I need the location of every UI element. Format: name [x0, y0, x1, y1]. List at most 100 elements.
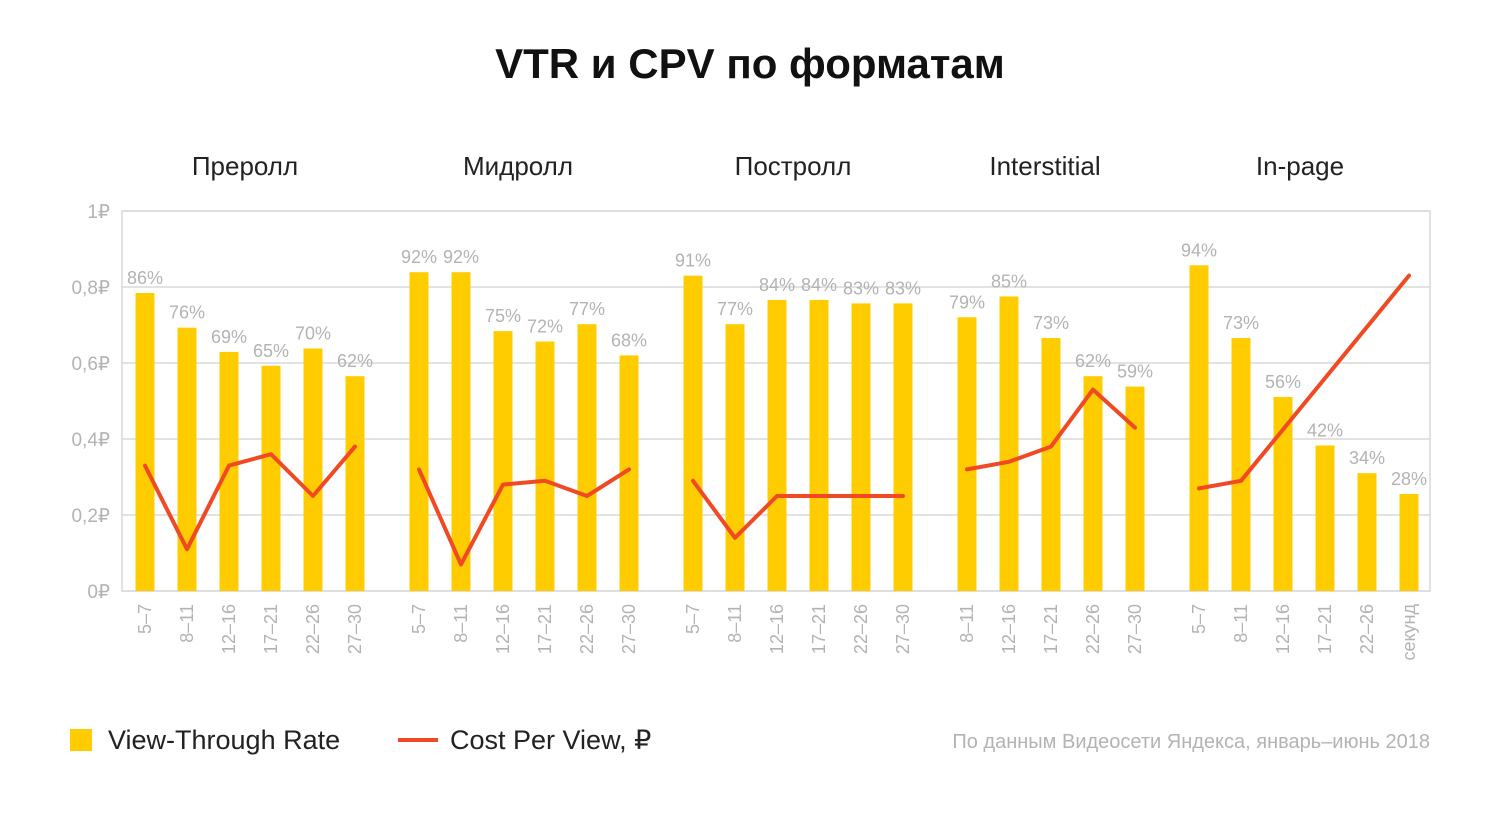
vtr-value-label: 68%: [611, 330, 647, 350]
vtr-bar: [809, 299, 829, 591]
x-category-label: 8–11: [177, 604, 197, 643]
x-category-label: 22–26: [1083, 604, 1103, 654]
vtr-bar: [451, 272, 471, 591]
x-category-label: 22–26: [851, 604, 871, 654]
vtr-bar: [893, 303, 913, 591]
vtr-value-label: 85%: [991, 271, 1027, 291]
x-category-label: 8–11: [957, 604, 977, 643]
vtr-value-label: 92%: [401, 247, 437, 267]
vtr-value-label: 76%: [169, 303, 205, 323]
x-category-label: 27–30: [619, 604, 639, 654]
x-category-label: 8–11: [451, 604, 471, 643]
vtr-value-label: 73%: [1223, 313, 1259, 333]
x-category-label: 22–26: [1357, 604, 1377, 654]
vtr-bar: [1357, 473, 1377, 591]
vtr-bar: [619, 355, 639, 591]
vtr-value-label: 62%: [1075, 351, 1111, 371]
cpv-line: [417, 467, 631, 567]
source-note: По данным Видеосети Яндекса, январь–июнь…: [952, 731, 1430, 753]
vtr-value-label: 75%: [485, 306, 521, 326]
vtr-value-label: 70%: [295, 323, 331, 343]
x-category-label: 17–21: [1315, 604, 1335, 654]
x-category-label: 12–16: [767, 604, 787, 654]
vtr-value-label: 62%: [337, 351, 373, 371]
vtr-bar: [177, 327, 197, 591]
vtr-value-label: 28%: [1391, 469, 1427, 489]
vtr-bar: [1315, 445, 1335, 591]
legend-vtr-label: View-Through Rate: [108, 724, 341, 755]
cpv-line: [965, 387, 1137, 472]
vtr-value-label: 42%: [1307, 420, 1343, 440]
x-category-label: 12–16: [1273, 604, 1293, 654]
cpv-line: [1197, 273, 1411, 491]
vtr-value-label: 83%: [885, 278, 921, 298]
vtr-bar: [535, 341, 555, 591]
group-title: Преролл: [192, 151, 298, 181]
vtr-bar: [493, 331, 513, 591]
vtr-value-label: 92%: [443, 247, 479, 267]
legend-cpv: Cost Per View, ₽: [398, 722, 651, 758]
vtr-value-label: 77%: [569, 299, 605, 319]
group-title: In-page: [1256, 151, 1344, 181]
x-category-label: 22–26: [577, 604, 597, 654]
vtr-value-label: 56%: [1265, 372, 1301, 392]
x-category-label: 17–21: [261, 604, 281, 654]
vtr-bar: [1083, 376, 1103, 591]
vtr-value-label: 73%: [1033, 313, 1069, 333]
x-category-label: 5–7: [135, 604, 155, 634]
legend-vtr-swatch: [70, 729, 92, 751]
y-tick-label: 0,4₽: [71, 430, 110, 451]
vtr-bar: [1399, 493, 1419, 591]
x-category-label: 5–7: [409, 604, 429, 634]
legend-cpv-label: Cost Per View, ₽: [450, 724, 652, 755]
x-category-label: 17–21: [809, 604, 829, 654]
legend-vtr: View-Through Rate: [70, 722, 340, 758]
x-category-label: 8–11: [725, 604, 745, 643]
vtr-bar: [957, 317, 977, 591]
vtr-bar: [303, 348, 323, 591]
vtr-value-label: 86%: [127, 268, 163, 288]
vtr-bar: [261, 365, 281, 591]
vtr-bar: [1189, 265, 1209, 591]
vtr-bar: [345, 376, 365, 591]
vtr-value-label: 83%: [843, 278, 879, 298]
vtr-bar: [999, 296, 1019, 591]
x-category-label: 27–30: [1125, 604, 1145, 654]
vtr-value-label: 79%: [949, 292, 985, 312]
vtr-bar: [219, 351, 239, 591]
y-tick-label: 0,2₽: [71, 506, 110, 527]
cpv-line: [691, 478, 905, 540]
vtr-bar: [683, 275, 703, 591]
vtr-value-label: 65%: [253, 341, 289, 361]
vtr-bar: [767, 299, 787, 591]
vtr-bar: [1041, 338, 1061, 591]
cpv-line: [143, 444, 357, 552]
vtr-bar: [1231, 338, 1251, 591]
y-tick-label: 0,8₽: [71, 278, 110, 299]
y-tick-label: 1₽: [87, 202, 110, 223]
x-category-label: 5–7: [1189, 604, 1209, 634]
y-tick-label: 0₽: [87, 582, 110, 603]
vtr-bar: [851, 303, 871, 591]
x-category-label: 8–11: [1231, 604, 1251, 643]
vtr-bar: [409, 272, 429, 591]
vtr-value-label: 34%: [1349, 448, 1385, 468]
group-title: Мидролл: [463, 151, 573, 181]
group-title: Постролл: [735, 151, 852, 181]
vtr-bar: [725, 324, 745, 591]
vtr-value-label: 77%: [717, 299, 753, 319]
vtr-value-label: 84%: [801, 275, 837, 295]
x-category-label: 12–16: [493, 604, 513, 654]
x-category-label: 27–30: [345, 604, 365, 654]
vtr-value-label: 69%: [211, 327, 247, 347]
chart-title: VTR и CPV по форматам: [495, 40, 1005, 87]
vtr-bar: [1273, 396, 1293, 591]
x-category-label: 22–26: [303, 604, 323, 654]
vtr-value-label: 94%: [1181, 240, 1217, 260]
vtr-value-label: 72%: [527, 317, 563, 337]
x-category-label: 17–21: [535, 604, 555, 654]
x-category-label: 5–7: [683, 604, 703, 634]
group-title: Interstitial: [989, 151, 1100, 181]
vtr-bar: [1125, 386, 1145, 591]
